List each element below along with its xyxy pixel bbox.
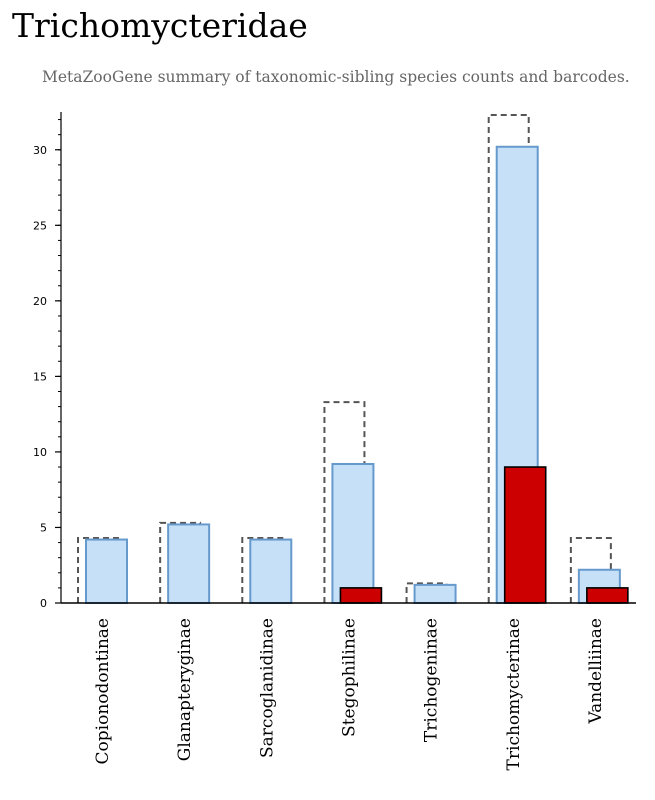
x-category-label: Trichogeninae [422, 618, 442, 742]
x-category-label: Vandelliinae [586, 618, 606, 725]
species-bar [167, 523, 211, 604]
total-outline [77, 537, 119, 603]
species-bar [85, 538, 128, 604]
total-outline [569, 537, 612, 603]
y-tick-label: 15 [33, 370, 47, 383]
species-bar [331, 463, 375, 604]
x-axis: Copionodontinae Glanapteryginae Sarcoglani… [61, 602, 636, 770]
x-category-label: Stegophilinae [340, 618, 360, 737]
x-category-label: Glanapteryginae [175, 618, 195, 761]
barcode-bar [339, 587, 383, 604]
barcode-bar [586, 587, 629, 604]
y-tick-label: 5 [40, 521, 47, 534]
y-axis: 0 5 10 15 20 25 30 [33, 112, 62, 610]
total-outline [241, 537, 284, 603]
bars [77, 114, 629, 605]
barcode-bar [503, 466, 547, 604]
y-tick-label: 10 [33, 446, 47, 459]
x-category-label: Sarcoglanidinae [257, 618, 277, 758]
x-category-label: Copionodontinae [93, 618, 113, 764]
x-category-label: Trichomycterinae [504, 618, 524, 770]
chart-subtitle: MetaZooGene summary of taxonomic-sibling… [42, 68, 630, 86]
y-tick-label: 30 [33, 144, 47, 157]
y-tick-label: 20 [33, 295, 47, 308]
species-bar [249, 538, 293, 604]
y-tick-label: 25 [33, 219, 47, 232]
chart-title: Trichomycteridae [12, 6, 308, 45]
y-tick-label: 0 [40, 597, 47, 610]
species-bar [413, 583, 457, 605]
